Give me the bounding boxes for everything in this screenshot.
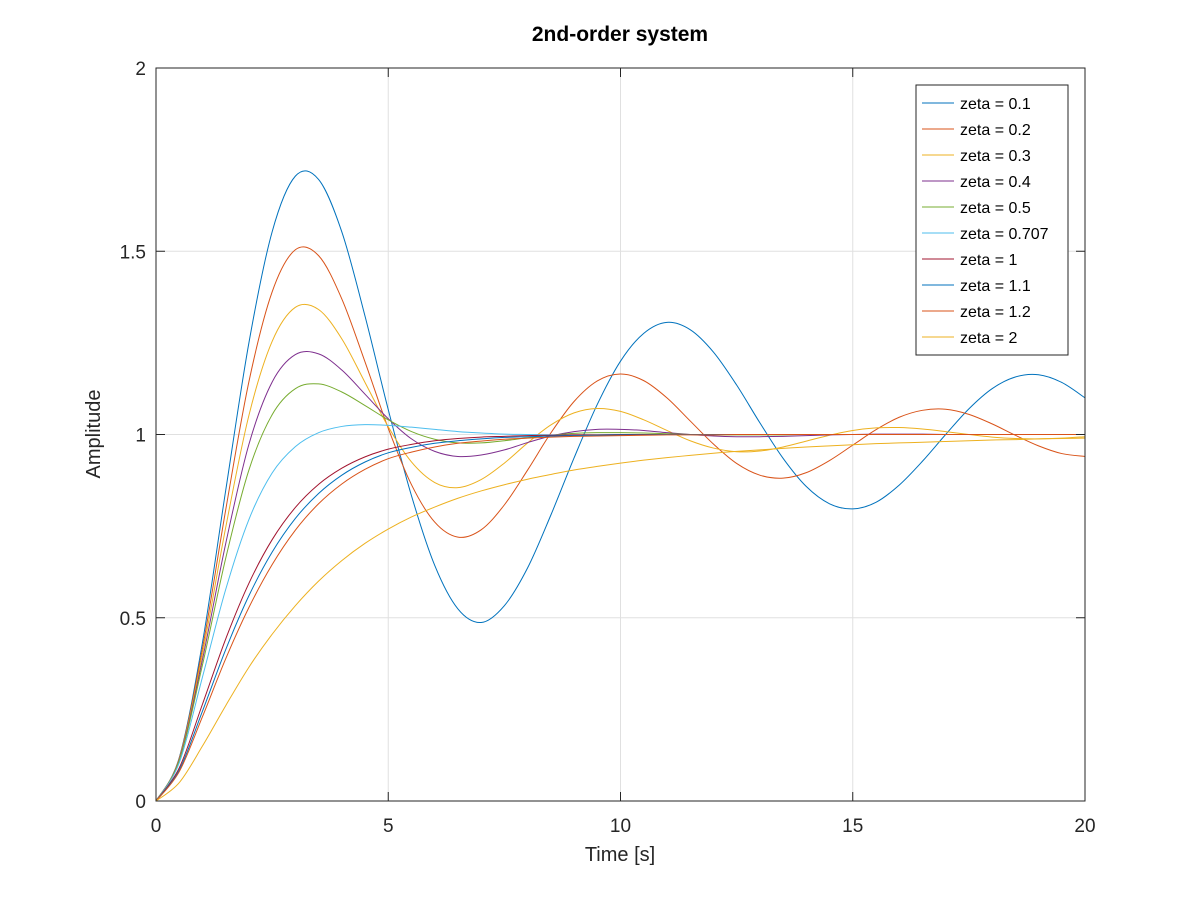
x-tick-label: 15 bbox=[842, 816, 863, 837]
legend-box bbox=[915, 84, 1069, 356]
series-line-1 bbox=[155, 170, 1086, 802]
series-line-2 bbox=[155, 246, 1086, 802]
y-tick-label: 2 bbox=[135, 59, 146, 80]
legend-label: zeta = 0.4 bbox=[960, 174, 1031, 191]
legend-label: zeta = 0.3 bbox=[960, 148, 1031, 165]
legend-label: zeta = 0.2 bbox=[960, 122, 1031, 139]
y-tick-label: 1.5 bbox=[120, 242, 146, 263]
series-line-9 bbox=[155, 433, 1086, 802]
series-line-10 bbox=[155, 437, 1086, 802]
legend-label: zeta = 1 bbox=[960, 252, 1017, 269]
legend-label: zeta = 0.5 bbox=[960, 200, 1031, 217]
x-tick-label: 0 bbox=[151, 816, 162, 837]
y-tick-label: 1 bbox=[135, 426, 146, 447]
x-tick-label: 5 bbox=[383, 816, 394, 837]
x-axis-label: Time [s] bbox=[585, 844, 655, 866]
series-line-3 bbox=[155, 303, 1086, 802]
x-tick-label: 20 bbox=[1074, 816, 1095, 837]
legend-label: zeta = 1.2 bbox=[960, 304, 1031, 321]
legend-label: zeta = 0.707 bbox=[960, 226, 1049, 243]
legend: zeta = 0.1 zeta = 0.2 zeta = 0.3 zeta = 0.4… bbox=[915, 84, 1069, 356]
chart-title: 2nd-order system bbox=[532, 23, 708, 46]
legend-label: zeta = 1.1 bbox=[960, 278, 1031, 295]
ticks: 0 5 10 15 20 0 0.5 1 1.5 2 bbox=[120, 59, 1096, 837]
legend-label: zeta = 2 bbox=[960, 330, 1017, 347]
y-axis-label: Amplitude bbox=[83, 390, 105, 479]
y-tick-label: 0 bbox=[135, 792, 146, 813]
legend-label: zeta = 0.1 bbox=[960, 96, 1031, 113]
series-layer bbox=[155, 170, 1086, 802]
y-tick-label: 0.5 bbox=[120, 609, 146, 630]
x-tick-label: 10 bbox=[610, 816, 631, 837]
